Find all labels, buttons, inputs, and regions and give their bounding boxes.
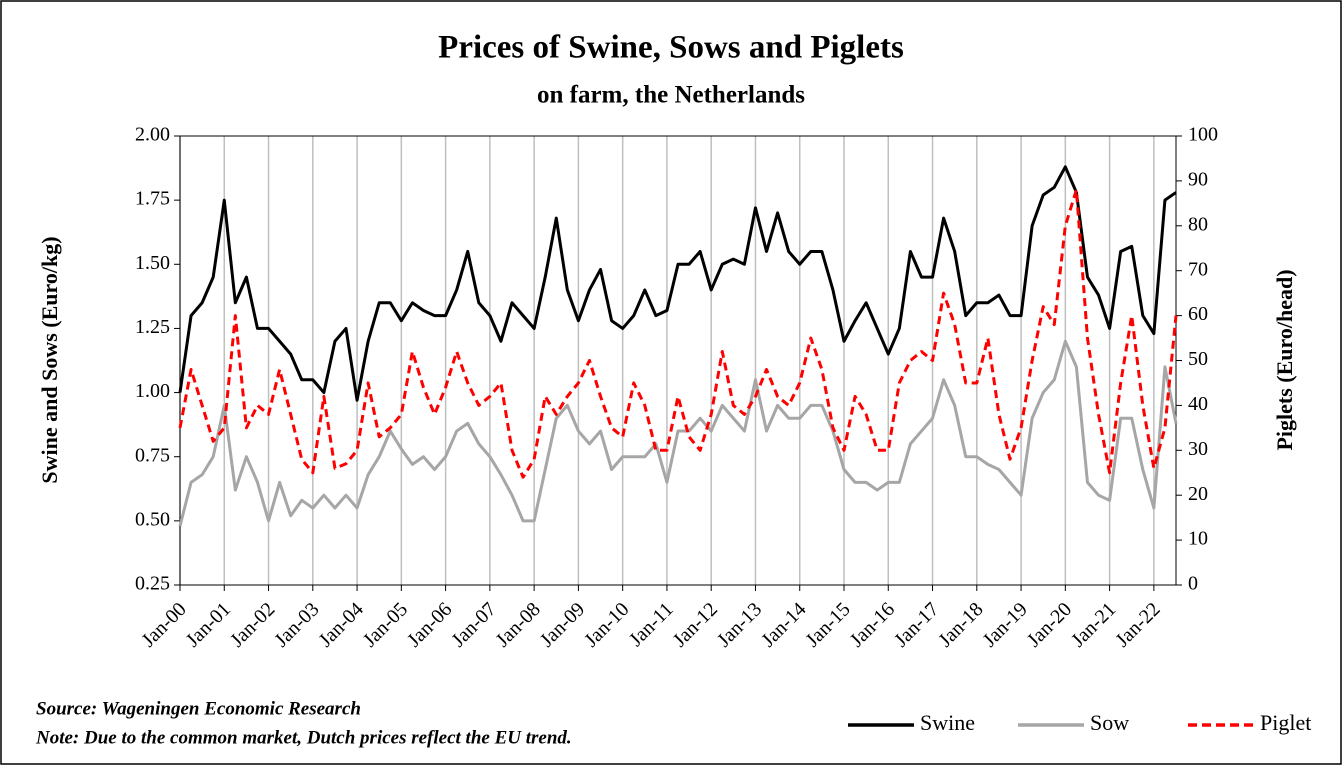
legend-label: Sow (1090, 710, 1129, 735)
y2-tick-label: 20 (1188, 483, 1208, 505)
y2-tick-label: 100 (1188, 124, 1218, 146)
y-tick-label: 1.75 (135, 188, 170, 210)
y-axis-title: Swine and Sows (Euro/kg) (37, 236, 62, 483)
legend-label: Swine (920, 710, 975, 735)
data-line (178, 339, 1178, 527)
legend-label: Piglet (1260, 710, 1311, 735)
y-tick-label: 0.25 (135, 573, 170, 595)
y-tick-label: 1.50 (135, 252, 170, 274)
y-tick-label: 0.50 (135, 508, 170, 530)
y-tick-label: 1.00 (135, 380, 170, 402)
y-tick-label: 0.75 (135, 444, 170, 466)
y2-tick-label: 70 (1188, 258, 1208, 280)
y2-tick-label: 30 (1188, 438, 1208, 460)
y2-tick-label: 40 (1188, 393, 1208, 415)
data-line (178, 165, 1177, 402)
source-note: Source: Wageningen Economic Research (36, 698, 361, 719)
y2-tick-label: 50 (1188, 348, 1208, 370)
y-tick-label: 1.25 (135, 316, 170, 338)
y2-tick-label: 10 (1188, 528, 1208, 550)
y2-tick-label: 60 (1188, 303, 1208, 325)
chart-title: Prices of Swine, Sows and Piglets (438, 30, 904, 66)
y-tick-label: 2.00 (135, 124, 170, 146)
y2-tick-label: 90 (1188, 168, 1208, 190)
y2-tick-label: 0 (1188, 573, 1198, 595)
y2-tick-label: 80 (1188, 213, 1208, 235)
data-line (178, 188, 1178, 479)
y2-axis-title: Piglets (Euro/head) (1272, 269, 1297, 450)
footnote: Note: Due to the common market, Dutch pr… (35, 727, 572, 748)
chart-subtitle: on farm, the Netherlands (537, 82, 805, 109)
